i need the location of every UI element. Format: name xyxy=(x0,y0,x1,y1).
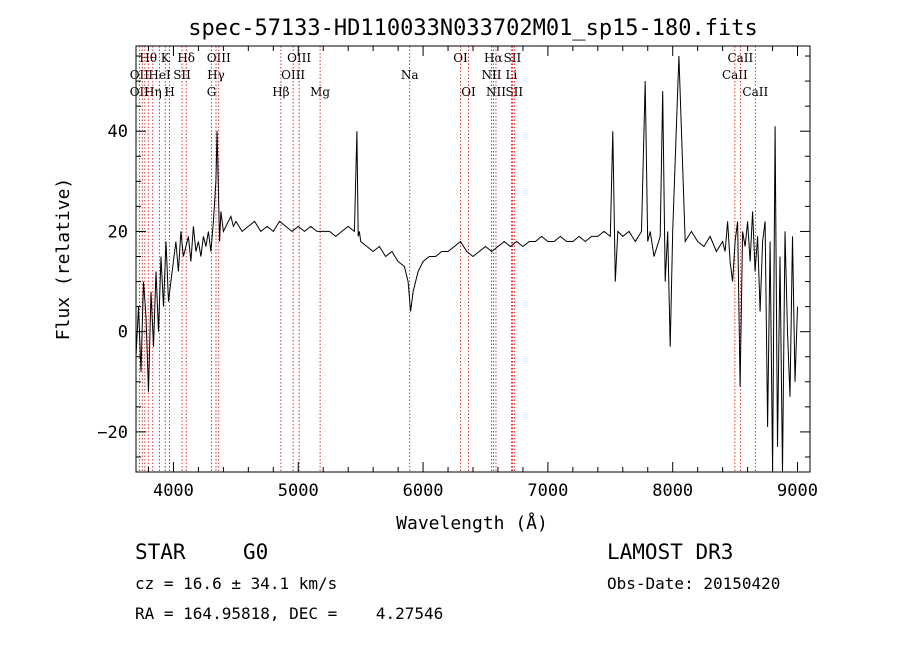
object-subclass: G0 xyxy=(243,540,269,564)
y-axis-label: Flux (relative) xyxy=(53,178,74,341)
y-tick-label: 20 xyxy=(108,222,128,242)
coordinates: RA = 164.95818, DEC = 4.27546 xyxy=(135,604,444,623)
y-tick-label: 40 xyxy=(108,122,128,142)
x-tick-label: 6000 xyxy=(403,481,444,501)
spectrum-line xyxy=(135,55,798,473)
axis-ticks xyxy=(136,46,810,472)
object-class: STAR xyxy=(135,540,186,564)
x-tick-label: 8000 xyxy=(652,481,693,501)
line-label: K xyxy=(161,51,171,65)
x-tick-label: 7000 xyxy=(527,481,568,501)
x-tick-label: 5000 xyxy=(278,481,319,501)
spectral-line-markers xyxy=(138,46,756,472)
x-axis-label: Wavelength (Å) xyxy=(396,512,548,534)
x-tick-label: 9000 xyxy=(777,481,818,501)
observation-date: Obs-Date: 20150420 xyxy=(607,574,781,593)
plot-frame xyxy=(135,45,811,473)
survey-name: LAMOST DR3 xyxy=(607,540,734,564)
axis-tick-labels: 4000 5000 6000 7000 8000 9000 −20 0 20 40 xyxy=(97,122,818,501)
y-tick-label: −20 xyxy=(97,423,128,443)
redshift-value: cz = 16.6 ± 34.1 km/s xyxy=(135,574,338,593)
y-tick-label: 0 xyxy=(118,323,128,343)
x-tick-label: 4000 xyxy=(153,481,194,501)
chart-title: spec-57133-HD110033N033702M01_sp15-180.f… xyxy=(188,16,758,41)
